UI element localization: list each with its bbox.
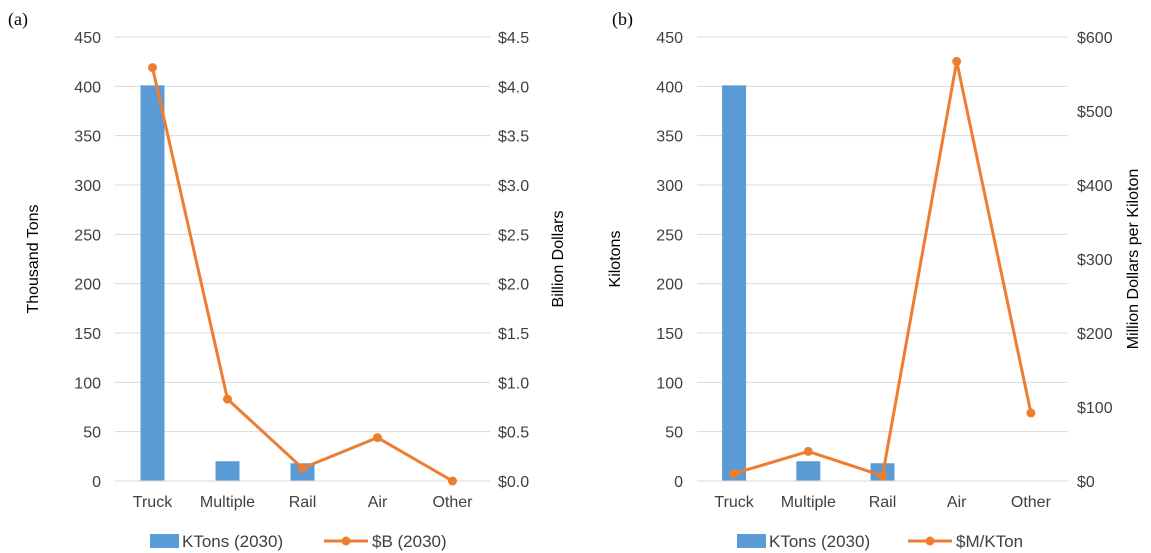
y-tick-label: 450: [74, 30, 101, 47]
y-tick-label: 200: [656, 277, 683, 294]
line-point: [803, 446, 813, 456]
line-point: [223, 394, 232, 404]
y2-tick-label: $0.0: [498, 474, 529, 491]
y2-tick-label: $1.5: [498, 326, 529, 343]
legend-swatch-marker: [925, 536, 935, 546]
bar: [722, 85, 747, 481]
y-tick-label: 400: [656, 79, 683, 96]
y2-tick-label: $1.0: [498, 375, 529, 392]
y2-axis-title: Million Dollars per Kiloton: [1125, 169, 1142, 350]
chart-panel-1: (a) 0 50 100 150 200 250 300 350 400 450 $0.0 $0.5 $1…: [8, 9, 567, 551]
y-tick-label: 350: [656, 129, 683, 146]
y-tick-label: 0: [674, 474, 683, 491]
y2-tick-label: $400: [1077, 178, 1113, 195]
x-tick-label: Rail: [289, 494, 317, 511]
bar: [140, 85, 165, 481]
panel-label: (a): [8, 9, 28, 30]
y-tick-label: 350: [74, 129, 101, 146]
y-tick-label: 150: [656, 326, 683, 343]
y2-tick-label: $2.0: [498, 277, 529, 294]
legend-swatch-marker: [341, 536, 351, 546]
y2-axis-title: Billion Dollars: [550, 211, 567, 308]
line-point: [952, 56, 962, 66]
y2-tick-label: $4.5: [498, 30, 529, 47]
y-tick-label: 50: [665, 425, 683, 442]
y2-tick-label: $100: [1077, 400, 1113, 417]
legend-swatch-bar: [737, 534, 766, 548]
line-point: [373, 433, 382, 443]
legend-label: $M/KTon: [956, 532, 1023, 551]
x-tick-label: Multiple: [781, 494, 836, 511]
line-point: [448, 476, 457, 486]
line-point: [1026, 408, 1036, 418]
y2-tick-label: $200: [1077, 326, 1113, 343]
y-tick-label: 250: [74, 227, 101, 244]
legend: KTons (2030) $M/KTon: [737, 532, 1023, 551]
panel-label: (b): [612, 9, 633, 30]
y2-tick-label: $500: [1077, 104, 1113, 121]
legend: KTons (2030) $B (2030): [150, 532, 447, 551]
y-tick-label: 450: [656, 30, 683, 47]
line-point: [148, 63, 157, 73]
y2-tick-label: $300: [1077, 252, 1113, 269]
y2-tick-label: $0.5: [498, 425, 529, 442]
line-point: [729, 469, 739, 479]
series-line: [733, 59, 1033, 478]
y-tick-label: 150: [74, 326, 101, 343]
x-tick-label: Air: [368, 494, 388, 511]
x-tick-label: Truck: [133, 494, 173, 511]
y-axis-title: Thousand Tons: [25, 204, 42, 313]
chart-panel-2: (b) 0 50 100 150 200 250 300 350 400 450 $0 $100 $200…: [607, 9, 1142, 551]
x-tick-label: Other: [1011, 494, 1052, 511]
bar: [796, 461, 821, 481]
y2-tick-label: $4.0: [498, 79, 529, 96]
y-tick-label: 100: [74, 375, 101, 392]
y-tick-label: 50: [83, 425, 101, 442]
x-tick-label: Multiple: [200, 494, 255, 511]
legend-label: KTons (2030): [769, 532, 870, 551]
x-tick-label: Air: [947, 494, 967, 511]
series-line: [151, 67, 454, 483]
y2-tick-label: $600: [1077, 30, 1113, 47]
y2-tick-label: $0: [1077, 474, 1095, 491]
x-tick-label: Truck: [714, 494, 754, 511]
y2-tick-label: $2.5: [498, 227, 529, 244]
x-tick-label: Other: [432, 494, 473, 511]
y-axis-title: Kilotons: [607, 231, 624, 288]
line-point: [878, 471, 887, 481]
legend-label: $B (2030): [372, 532, 447, 551]
y-tick-label: 250: [656, 227, 683, 244]
legend-swatch-bar: [150, 534, 179, 548]
y2-tick-label: $3.5: [498, 129, 529, 146]
y-tick-label: 100: [656, 375, 683, 392]
y-tick-label: 0: [92, 474, 101, 491]
x-tick-label: Rail: [869, 494, 897, 511]
legend-label: KTons (2030): [182, 532, 283, 551]
y-tick-label: 400: [74, 79, 101, 96]
line-point: [298, 463, 307, 473]
y-tick-label: 200: [74, 277, 101, 294]
y2-tick-label: $3.0: [498, 178, 529, 195]
y-tick-label: 300: [656, 178, 683, 195]
y-tick-label: 300: [74, 178, 101, 195]
bar: [215, 461, 240, 481]
